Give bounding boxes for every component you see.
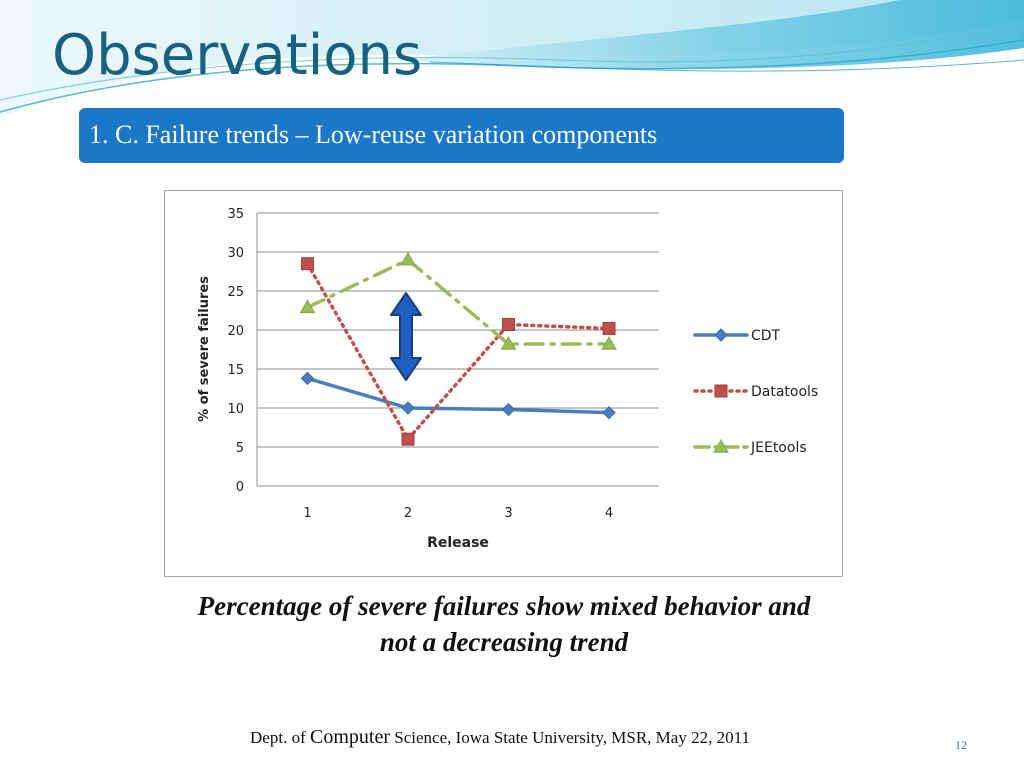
- y-tick-label-35: 35: [227, 207, 244, 222]
- point-datatools-2: [401, 432, 415, 446]
- point-jeetools-3: [500, 336, 517, 350]
- slide-title: Observations: [52, 23, 423, 88]
- series-line-jeetools: [305, 258, 611, 346]
- caption: Percentage of severe failures show mixed…: [70, 588, 938, 660]
- caption-line-1: Percentage of severe failures show mixed…: [197, 591, 811, 621]
- caption-line-2: not a decreasing trend: [379, 627, 629, 657]
- x-tick-label-1: 1: [303, 506, 311, 521]
- footer-big: Computer: [310, 726, 390, 748]
- series-line-datatools: [305, 261, 611, 441]
- legend-label-jeetools: JEEtools: [750, 440, 807, 456]
- page-number: 12: [955, 738, 967, 752]
- point-cdt-1: [300, 371, 315, 386]
- y-tick-label-25: 25: [227, 285, 244, 300]
- subtitle-text: 1. C. Failure trends – Low-reuse variati…: [89, 120, 658, 149]
- point-cdt-4: [602, 405, 616, 420]
- y-tick-label-10: 10: [227, 402, 244, 417]
- y-tick-label-15: 15: [227, 363, 244, 378]
- x-tick-label-4: 4: [605, 506, 613, 521]
- double-arrow-annotation: [390, 292, 422, 381]
- header-wave-decoration: [0, 0, 1024, 118]
- legend-marker-jeetools: [713, 438, 729, 453]
- y-tick-label-20: 20: [227, 324, 244, 339]
- point-jeetools-2: [400, 251, 416, 266]
- x-tick-label-2: 2: [404, 506, 412, 521]
- subtitle-banner: 1. C. Failure trends – Low-reuse variati…: [79, 108, 844, 163]
- y-axis-label: % of severe failures: [197, 276, 212, 422]
- footer: Dept. of Computer Science, Iowa State Un…: [0, 726, 1000, 749]
- point-datatools-1: [301, 257, 314, 271]
- point-cdt-3: [501, 402, 516, 417]
- y-tick-label-5: 5: [236, 441, 244, 456]
- x-axis-label: Release: [427, 535, 489, 551]
- point-datatools-3: [502, 318, 515, 332]
- series-line-cdt: [305, 376, 611, 415]
- point-datatools-4: [602, 321, 616, 335]
- line-chart: 0 5 10 15 20 25 30 35 1 2 3 4 Release % of severe fai…: [197, 207, 818, 551]
- point-jeetools-1: [299, 299, 316, 314]
- point-cdt-2: [401, 401, 415, 415]
- legend-label-cdt: CDT: [751, 328, 781, 344]
- footer-pre: Dept. of: [250, 728, 310, 747]
- chart-frame: 0 5 10 15 20 25 30 35 1 2 3 4 Release % of severe fai…: [164, 190, 843, 577]
- y-tick-label-0: 0: [236, 480, 244, 495]
- y-tick-label-30: 30: [227, 246, 244, 261]
- x-tick-label-3: 3: [504, 506, 512, 521]
- footer-post: Science, Iowa State University, MSR, May…: [390, 728, 750, 747]
- legend-marker-cdt: [714, 328, 728, 342]
- legend-label-datatools: Datatools: [751, 384, 818, 400]
- legend-marker-datatools: [714, 384, 728, 398]
- point-jeetools-4: [601, 336, 617, 350]
